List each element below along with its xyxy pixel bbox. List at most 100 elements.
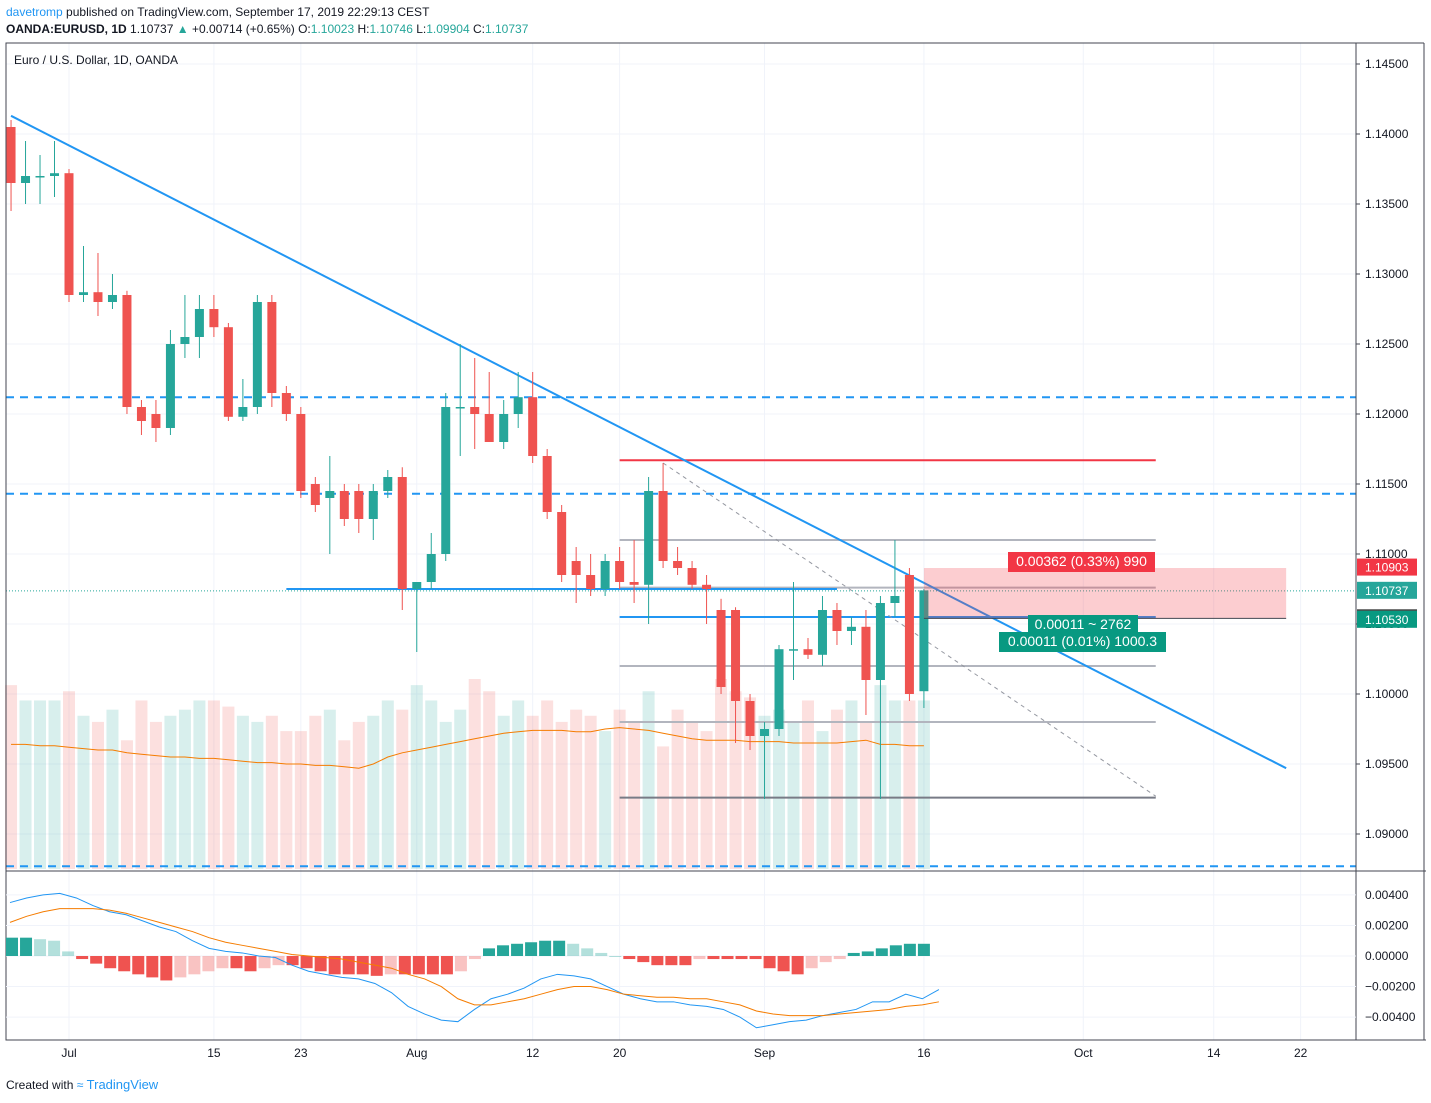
- volume-bar: [352, 721, 365, 869]
- candle-body: [238, 407, 248, 417]
- macd-hist-bar: [805, 956, 818, 969]
- price-tick-label: 1.10000: [1365, 687, 1409, 701]
- position-ratio-label-bg: [1028, 615, 1138, 635]
- axis-price-tag: [1357, 610, 1417, 628]
- macd-pane: 0.00400 0.00200 0.00000 −0.00200 −0.00400: [6, 888, 1416, 1029]
- volume-bar: [439, 721, 452, 869]
- candles: [6, 120, 929, 799]
- macd-hist-bar: [539, 940, 552, 956]
- candle-body: [281, 393, 291, 414]
- macd-hist-bar: [454, 956, 467, 972]
- volume-bar: [816, 731, 829, 869]
- macd-hist-bar: [875, 948, 888, 956]
- macd-hist-bar: [188, 956, 201, 975]
- symbol: OANDA:EURUSD, 1D: [6, 22, 127, 36]
- time-tick-label: 15: [207, 1046, 221, 1060]
- tradingview-brand[interactable]: TradingView: [86, 1077, 159, 1092]
- macd-hist-bar: [595, 952, 608, 956]
- candle-body: [484, 414, 494, 442]
- volume-bar: [483, 691, 496, 869]
- price-tick-label: 1.12500: [1365, 337, 1409, 351]
- macd-hist-bar: [693, 956, 706, 960]
- macd-hist-bar: [749, 956, 762, 960]
- high-value: 1.10746: [369, 22, 413, 36]
- candle-body: [107, 295, 117, 302]
- volume-bar: [280, 731, 293, 869]
- time-tick-label: Oct: [1074, 1046, 1093, 1060]
- macd-hist-bar: [721, 956, 734, 960]
- macd-hist-bar: [623, 956, 636, 960]
- macd-hist-bar: [90, 956, 103, 964]
- candle-body: [615, 561, 625, 582]
- high-label: H:: [357, 22, 370, 36]
- volume-bar: [19, 700, 32, 869]
- axis-price-tag-label: 1.10903: [1365, 561, 1409, 575]
- candle-body: [50, 173, 60, 176]
- macd-hist-bar: [497, 945, 510, 956]
- position-target-label: 0.00362 (0.33%) 990: [1016, 553, 1147, 569]
- candle-body: [919, 590, 929, 692]
- price-tick-label: 1.11000: [1365, 547, 1408, 561]
- candle-body: [122, 295, 132, 407]
- time-tick-label: 12: [526, 1046, 540, 1060]
- macd-hist-bar: [398, 956, 411, 975]
- volume-bar: [526, 715, 539, 869]
- price-tick-label: 1.13500: [1365, 197, 1409, 211]
- macd-hist-bar: [20, 937, 33, 956]
- candle-body: [267, 302, 277, 393]
- macd-hist-bar: [146, 956, 159, 978]
- volume-bar: [555, 721, 568, 869]
- price-tick-label: 1.13000: [1365, 267, 1409, 281]
- candle-body: [180, 337, 190, 344]
- candle-body: [209, 309, 219, 328]
- candle-body: [151, 414, 161, 428]
- footer: Created with ≈ TradingView: [6, 1077, 158, 1092]
- candle-body: [513, 397, 523, 414]
- macd-hist-bar: [48, 940, 61, 956]
- chart-header: davetromp published on TradingView.com, …: [6, 4, 528, 38]
- macd-hist-bar: [665, 956, 678, 966]
- volume-bar: [512, 700, 525, 869]
- candle-body: [441, 407, 451, 554]
- volume-bar: [830, 709, 843, 869]
- macd-hist-bar: [202, 956, 215, 972]
- macd-hist-bar: [216, 956, 229, 969]
- macd-hist-bar: [637, 956, 650, 963]
- author-link[interactable]: davetromp: [6, 5, 63, 19]
- candle-body: [499, 414, 509, 442]
- macd-hist-bar: [847, 952, 860, 956]
- candle-body: [21, 176, 31, 183]
- macd-hist-bar: [763, 956, 776, 969]
- position-tool[interactable]: 0.00362 (0.33%) 990 0.00011 ~ 27620.00011…: [923, 552, 1287, 652]
- price-tick-label: 1.09500: [1365, 757, 1409, 771]
- volume-bar: [599, 731, 612, 869]
- volume-bar: [77, 715, 90, 869]
- candle-body: [296, 414, 306, 491]
- macd-tick-label: 0.00000: [1365, 949, 1409, 963]
- close-label: C:: [472, 22, 485, 36]
- macd-hist-bar: [777, 956, 790, 972]
- macd-hist-bar: [6, 937, 18, 956]
- tradingview-logo-icon: ≈: [76, 1078, 84, 1092]
- volume-bar: [193, 700, 206, 869]
- stop-zone: [923, 568, 1287, 619]
- macd-hist-bar: [412, 956, 425, 975]
- candle-body: [774, 649, 784, 729]
- candle-body: [702, 584, 712, 589]
- candle-body: [687, 568, 697, 585]
- candle-body: [644, 491, 654, 585]
- volume-bar: [294, 731, 307, 869]
- price-tick-label: 1.11500: [1365, 477, 1408, 491]
- volume-bar: [236, 715, 249, 869]
- volume-bar: [149, 721, 162, 869]
- time-tick-label: 14: [1207, 1046, 1221, 1060]
- candle-body: [600, 561, 610, 589]
- volume-bar: [903, 700, 916, 869]
- macd-hist-bar: [819, 956, 832, 963]
- candle-body: [397, 477, 407, 589]
- candle-body: [904, 575, 914, 694]
- candle-body: [846, 626, 856, 631]
- volume-bar: [888, 700, 901, 869]
- open-label: O:: [298, 22, 311, 36]
